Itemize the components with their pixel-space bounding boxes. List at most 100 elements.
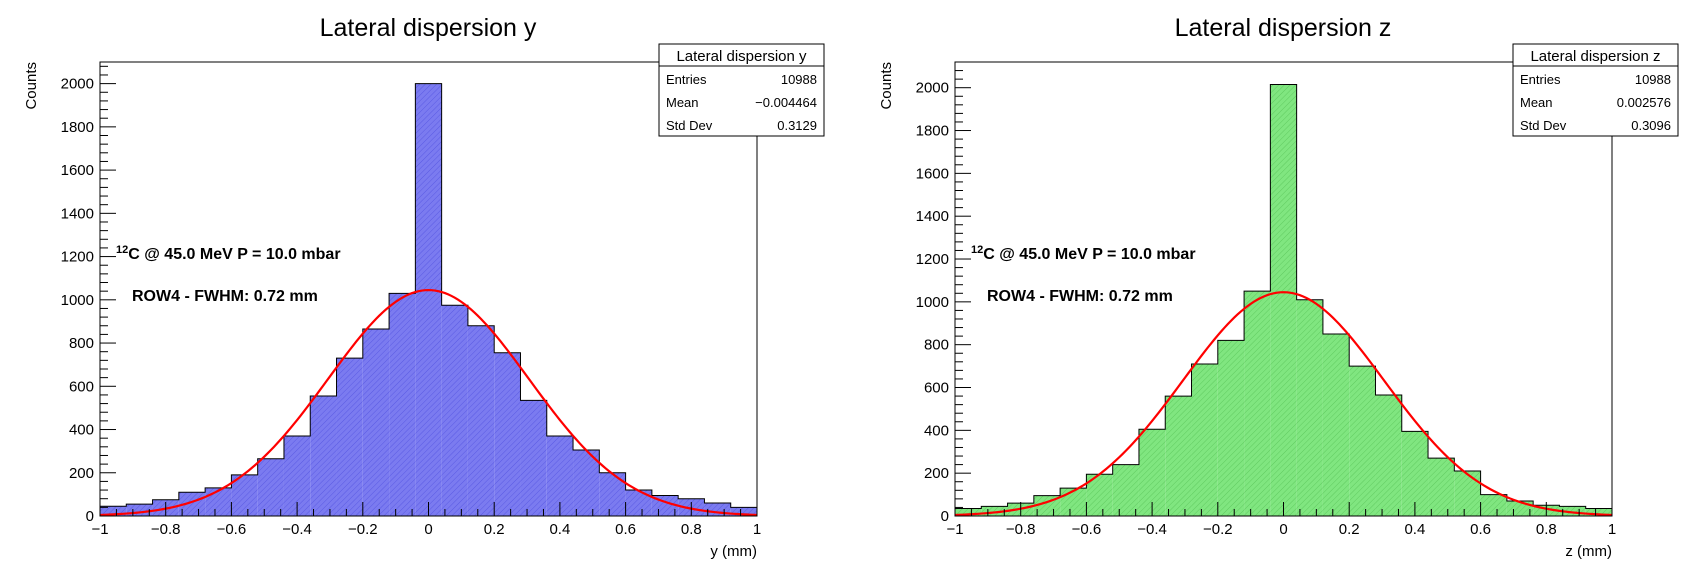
- histogram-bar: [231, 474, 258, 516]
- annotation-beam: 12C @ 45.0 MeV P = 10.0 mbar: [971, 244, 1196, 263]
- y-tick-label: 1800: [916, 123, 949, 140]
- annotation-isotope-mass: 12: [971, 244, 983, 256]
- histogram-bar: [1191, 363, 1218, 516]
- y-axis: 0 200 400 600 800 1000 1200 1400 1600 1800 2000 Cou…: [878, 61, 971, 525]
- stats-row-label: Entries: [666, 72, 707, 87]
- histogram-bar: [1349, 366, 1376, 516]
- histogram-bar: [1217, 340, 1245, 516]
- histogram-bar: [1296, 299, 1323, 516]
- histogram-bar: [1244, 291, 1271, 516]
- histogram-bar: [520, 400, 547, 516]
- y-tick-label: 200: [69, 465, 94, 482]
- x-tick-label: −0.8: [1006, 521, 1036, 538]
- annotation-beam: 12C @ 45.0 MeV P = 10.0 mbar: [116, 244, 341, 263]
- x-tick-label: −0.2: [348, 521, 378, 538]
- x-axis: −1 −0.8 −0.6 −0.4 −0.2 0 0.2 0.4 0.6 0.8 1 z (mm): [946, 502, 1616, 560]
- histogram-bars: [100, 83, 757, 516]
- stats-row-label: Mean: [1520, 95, 1553, 110]
- stats-box-title: Lateral dispersion z: [1530, 48, 1660, 65]
- histogram-bar: [1428, 458, 1455, 516]
- stats-row-value: −0.004464: [755, 95, 817, 110]
- y-tick-label: 1800: [61, 119, 94, 136]
- y-axis: 0 200 400 600 800 1000 1200 1400 1600 1800 2000 Cou…: [23, 62, 116, 525]
- histogram-bar: [205, 487, 232, 516]
- histogram-bar: [415, 83, 442, 516]
- histogram-bar: [1060, 488, 1087, 516]
- annotation-beam-text: C @ 45.0 MeV P = 10.0 mbar: [983, 246, 1195, 263]
- stats-box-frame: [1512, 43, 1679, 137]
- histogram-bar: [257, 458, 284, 516]
- y-tick-label: 1600: [61, 162, 94, 179]
- y-tick-label: 400: [924, 422, 949, 439]
- y-tick-label: 1400: [61, 205, 94, 222]
- histogram-bar: [625, 490, 652, 516]
- y-tick-label: 1400: [916, 208, 949, 225]
- stats-box: Lateral dispersion y Entries 10988 Mean −0.0…: [658, 43, 825, 137]
- y-tick-label: 800: [69, 335, 94, 352]
- histogram-bar: [310, 396, 337, 516]
- x-axis-label: z (mm): [1565, 543, 1612, 560]
- y-tick-label: 1000: [916, 294, 949, 311]
- histogram-bar: [336, 358, 363, 516]
- x-tick-label: −0.2: [1203, 521, 1233, 538]
- histogram-outline: [99, 83, 758, 516]
- histogram-bar: [730, 507, 757, 516]
- annotation-isotope-mass: 12: [116, 244, 128, 256]
- annotation-fwhm: ROW4 - FWHM: 0.72 mm: [132, 288, 318, 305]
- y-tick-label: 800: [924, 337, 949, 354]
- gaussian-fit-line: [99, 288, 758, 517]
- x-tick-label: −0.6: [217, 521, 247, 538]
- histogram-bar: [1138, 429, 1166, 516]
- histogram-bar: [1270, 84, 1297, 517]
- histogram-bar: [1375, 395, 1402, 516]
- y-axis-label: Counts: [23, 62, 40, 110]
- histogram-bar: [467, 325, 495, 516]
- chart-title: Lateral dispersion y: [320, 14, 537, 42]
- histogram-bar: [955, 508, 982, 516]
- histogram-panel-1: Lateral dispersion y−1 −0.8 −0.6 −0.4 −0.2 0 0…: [23, 14, 825, 560]
- histogram-bar: [1506, 501, 1534, 516]
- y-tick-label: 400: [69, 422, 94, 439]
- y-tick-label: 2000: [61, 76, 94, 93]
- x-tick-label: −0.4: [1137, 521, 1167, 538]
- y-tick-label: 1200: [61, 249, 94, 266]
- histogram-bar: [1165, 396, 1192, 516]
- y-tick-label: 0: [941, 508, 949, 525]
- histogram-bar: [441, 305, 468, 516]
- y-tick-label: 600: [924, 380, 949, 397]
- x-tick-label: −1: [91, 521, 108, 538]
- x-tick-label: 0: [1279, 521, 1287, 538]
- annotation-beam-text: C @ 45.0 MeV P = 10.0 mbar: [128, 246, 340, 263]
- histogram-bar: [1480, 494, 1507, 516]
- histogram-bar: [573, 450, 600, 516]
- histogram-bar: [1454, 471, 1481, 516]
- x-tick-label: 1: [1608, 521, 1616, 538]
- x-tick-label: 0.6: [615, 521, 636, 538]
- histogram-bar: [362, 328, 390, 516]
- histogram-bars: [955, 84, 1612, 517]
- y-tick-label: 1600: [916, 165, 949, 182]
- x-tick-label: 0.4: [549, 521, 570, 538]
- x-tick-label: 0.2: [484, 521, 505, 538]
- stats-row-value: 0.3129: [777, 118, 817, 133]
- histogram-bar: [126, 504, 153, 516]
- stats-row-label: Std Dev: [1520, 118, 1567, 133]
- x-tick-label: 0.6: [1470, 521, 1491, 538]
- x-tick-label: 0: [424, 521, 432, 538]
- histogram-bar: [1322, 333, 1350, 516]
- stats-row-label: Entries: [1520, 72, 1561, 87]
- histogram-bar: [494, 352, 521, 516]
- stats-row-value: 0.002576: [1617, 95, 1671, 110]
- x-tick-label: 1: [753, 521, 761, 538]
- x-tick-label: 0.8: [681, 521, 702, 538]
- annotation-fwhm: ROW4 - FWHM: 0.72 mm: [987, 288, 1173, 305]
- histogram-bar: [981, 506, 1008, 516]
- gaussian-fit-line: [954, 291, 1613, 517]
- histogram-bar: [389, 293, 416, 516]
- stats-row-label: Mean: [666, 95, 699, 110]
- y-axis-label: Counts: [878, 62, 895, 110]
- stats-row-value: 10988: [781, 72, 817, 87]
- histogram-panel-2: Lateral dispersion z−1 −0.8 −0.6 −0.4 −0.2 0 0…: [878, 14, 1679, 560]
- stats-box-title: Lateral dispersion y: [676, 48, 807, 65]
